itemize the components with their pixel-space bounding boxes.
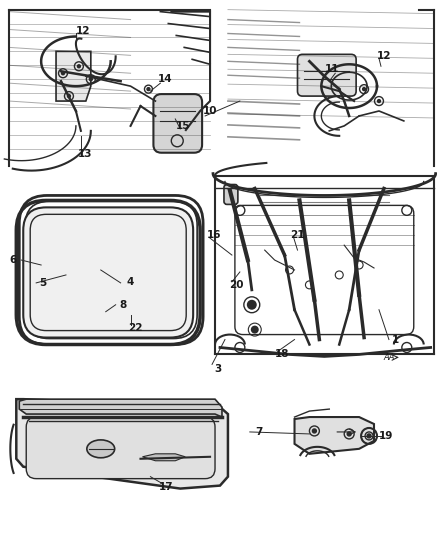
Text: 16: 16 [207,230,221,240]
Text: 3: 3 [214,365,222,374]
Text: 10: 10 [203,106,217,116]
Text: 14: 14 [158,74,173,84]
Circle shape [347,432,351,436]
Text: 11: 11 [325,64,339,74]
Polygon shape [16,399,228,489]
Ellipse shape [87,440,115,458]
Circle shape [330,58,333,61]
Text: 12: 12 [377,51,391,61]
Polygon shape [19,399,222,417]
Text: 17: 17 [159,482,173,491]
Text: 21: 21 [290,230,305,240]
FancyBboxPatch shape [23,207,193,337]
Polygon shape [56,51,91,101]
Text: 13: 13 [78,149,92,159]
Circle shape [363,87,366,91]
Circle shape [367,434,371,438]
FancyBboxPatch shape [297,54,356,96]
Circle shape [312,429,316,433]
Text: 8: 8 [119,300,126,310]
Text: 6: 6 [10,255,17,265]
Circle shape [378,100,381,102]
Circle shape [251,326,259,334]
Circle shape [61,72,64,75]
Text: 12: 12 [76,27,90,36]
Text: 22: 22 [128,322,143,333]
FancyBboxPatch shape [224,184,238,204]
Circle shape [67,94,71,98]
Circle shape [318,65,321,68]
Polygon shape [142,454,185,461]
Text: AA: AA [383,353,395,362]
Circle shape [147,87,150,91]
FancyBboxPatch shape [153,94,202,153]
Text: 18: 18 [274,350,289,359]
Text: 19: 19 [379,431,393,441]
Text: 20: 20 [229,280,243,290]
Circle shape [89,78,92,80]
Circle shape [247,300,257,310]
Circle shape [78,65,81,68]
FancyBboxPatch shape [26,417,215,479]
Text: 15: 15 [176,121,191,131]
Text: 1: 1 [392,335,399,344]
Text: 4: 4 [127,277,134,287]
Text: 5: 5 [39,278,47,288]
Polygon shape [294,417,374,454]
Text: 7: 7 [255,427,262,437]
